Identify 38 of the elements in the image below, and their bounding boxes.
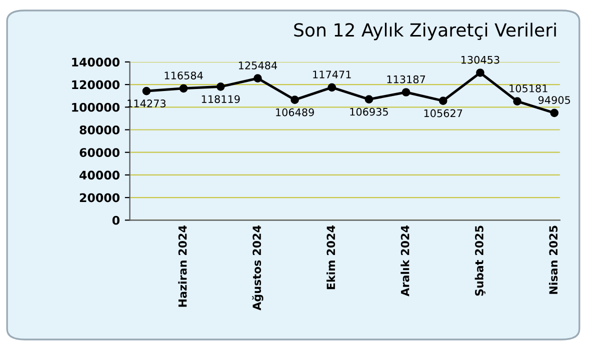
x-tick-label: Ekim 2024 — [326, 226, 336, 290]
x-tick-label: Ağustos 2024 — [252, 226, 264, 310]
y-tick-label: 80000 — [80, 125, 120, 134]
point — [550, 108, 559, 118]
data-label: 105181 — [510, 84, 548, 92]
point — [216, 82, 225, 91]
chart-title: Son 12 Aylık Ziyaretçi Verileri — [294, 22, 556, 40]
data-label: 105627 — [424, 109, 462, 118]
y-tick-label: 140000 — [72, 58, 120, 67]
data-label: 125484 — [238, 62, 278, 70]
y-tick-label: 20000 — [80, 193, 120, 202]
x-tick-label: Haziran 2024 — [178, 226, 187, 307]
point — [438, 96, 448, 105]
point — [476, 68, 484, 77]
y-tick-label: 0 — [112, 216, 120, 225]
point — [402, 88, 410, 96]
x-tick-label: Aralık 2024 — [400, 226, 410, 296]
y-tick-label: 100000 — [72, 102, 120, 112]
y-tick-label: 40000 — [80, 170, 120, 180]
data-label: 117471 — [313, 70, 351, 78]
data-label: 113187 — [387, 75, 426, 84]
x-tick-label: Şubat 2025 — [474, 226, 486, 296]
point — [179, 84, 188, 93]
point — [290, 96, 299, 104]
data-label: 118119 — [202, 95, 240, 104]
data-label: 130453 — [461, 56, 500, 64]
x-tick-label: Nisan 2025 — [548, 226, 558, 294]
point — [328, 83, 336, 92]
y-tick-label: 60000 — [80, 148, 120, 158]
data-label: 116584 — [164, 72, 203, 80]
point — [254, 74, 262, 83]
data-label: 106935 — [350, 108, 388, 116]
point — [142, 86, 151, 96]
y-tick-label: 120000 — [72, 80, 120, 90]
data-label: 106489 — [276, 108, 314, 116]
point — [513, 97, 522, 106]
data-label: 94905 — [538, 96, 570, 104]
point — [364, 95, 374, 104]
